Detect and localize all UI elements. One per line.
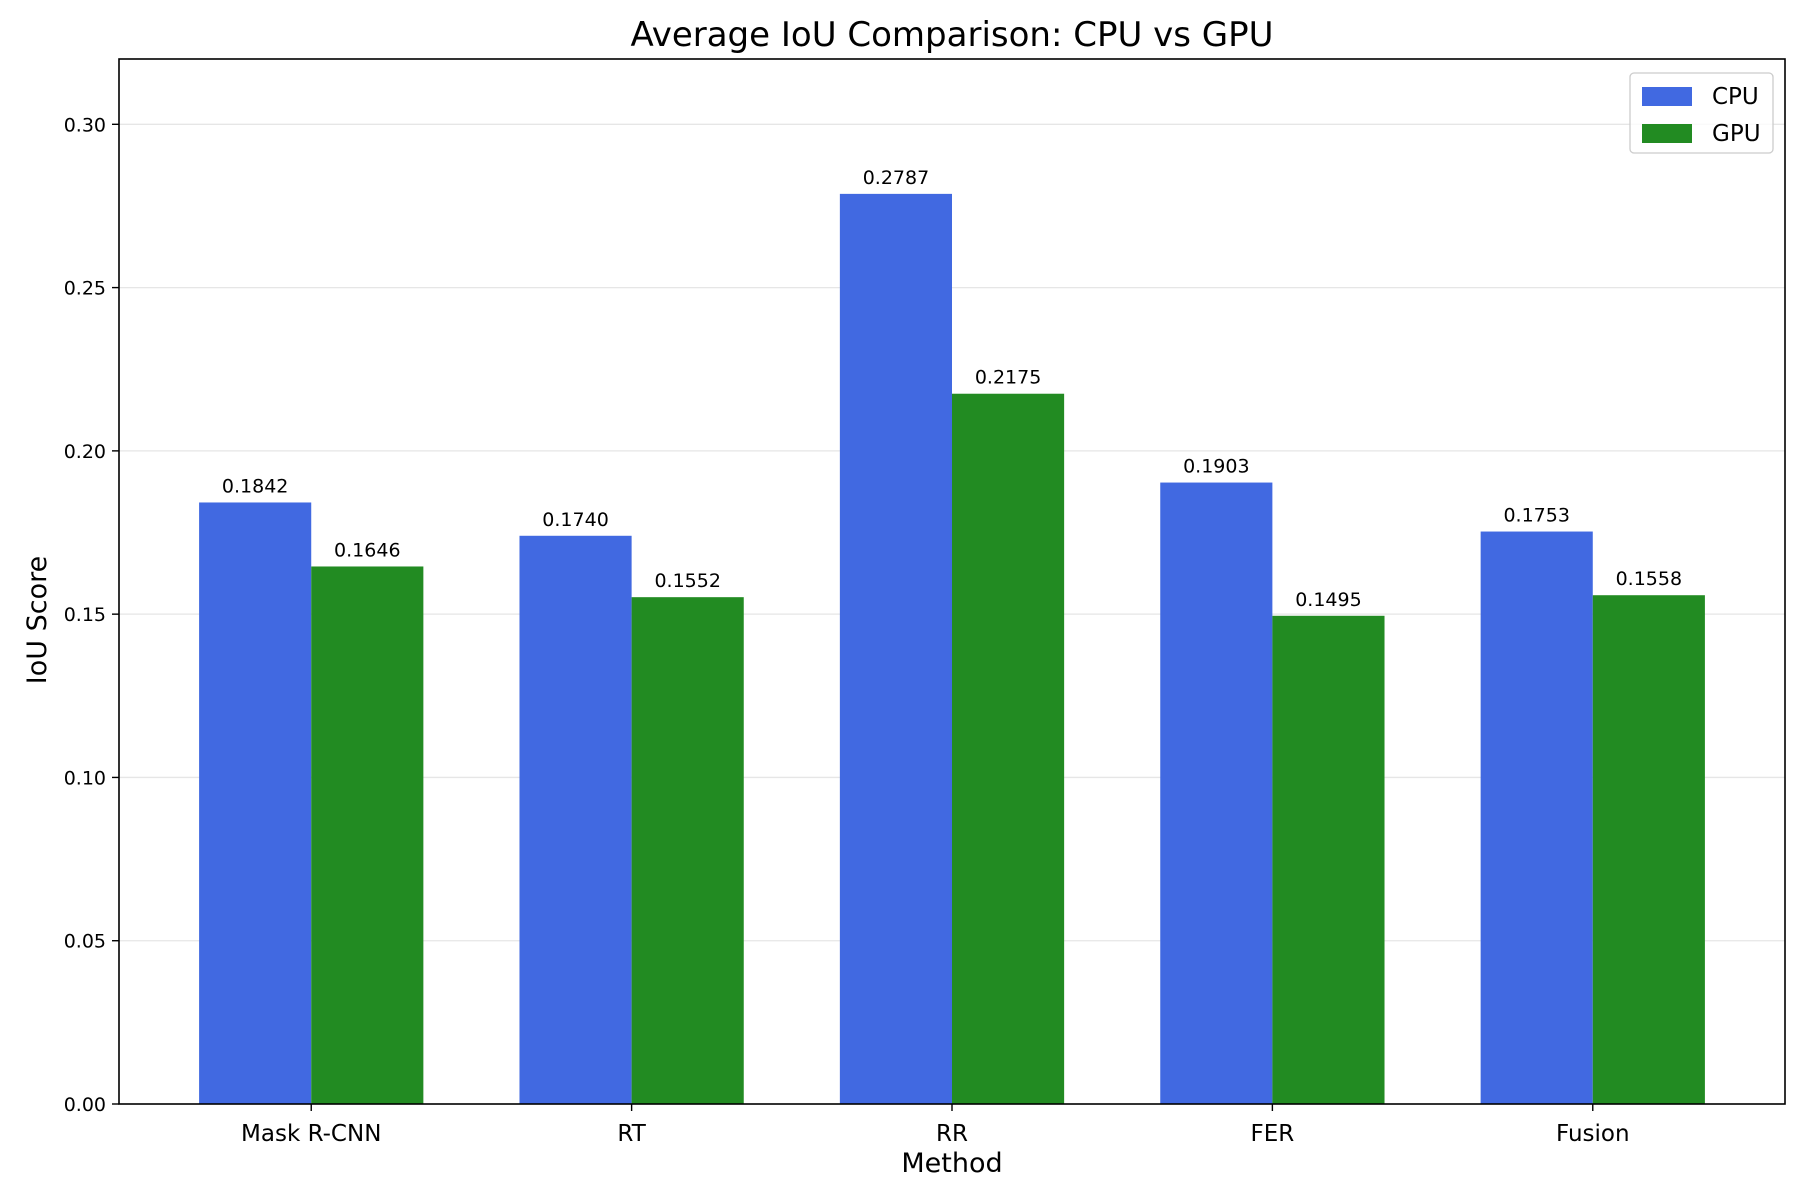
y-tick-label: 0.10 [64,767,106,789]
legend-swatch-cpu [1642,87,1692,106]
data-labels: 0.1842 0.1646 0.1740 0.1552 0.2787 0.2175 0.19… [222,167,1682,611]
y-tick-label: 0.25 [64,278,106,300]
x-tick-label: RR [936,1121,968,1147]
bar-gpu [311,566,424,1104]
legend-label-cpu: CPU [1712,84,1759,110]
bar-cpu [1480,531,1593,1104]
data-label-cpu: 0.1753 [1503,505,1569,527]
bar-gpu [1592,595,1705,1104]
x-axis-label: Method [901,1148,1002,1179]
data-label-gpu: 0.1558 [1616,568,1682,590]
data-label-cpu: 0.2787 [863,167,929,189]
data-label-gpu: 0.1552 [654,570,720,592]
bar-cpu [199,502,312,1104]
legend-label-gpu: GPU [1712,121,1761,147]
data-label-cpu: 0.1903 [1183,456,1249,478]
data-label-gpu: 0.1646 [334,539,400,561]
legend-swatch-gpu [1642,124,1692,143]
bar-gpu [1272,615,1385,1104]
y-tick-label: 0.05 [64,931,106,953]
y-tick-label: 0.15 [64,604,106,626]
data-label-gpu: 0.2175 [975,367,1041,389]
x-tick-label: FER [1251,1121,1295,1147]
y-axis-label: IoU Score [22,556,53,684]
y-tick-label: 0.20 [64,441,106,463]
chart-title: Average IoU Comparison: CPU vs GPU [630,15,1273,55]
y-tick-label: 0.30 [64,114,106,136]
x-tick-label: Mask R-CNN [241,1121,381,1147]
data-label-gpu: 0.1495 [1295,589,1361,611]
bar-cpu [1160,482,1273,1104]
plot-frame [118,58,1786,1105]
x-tick-label: Fusion [1556,1121,1630,1147]
bar-cpu [839,193,952,1105]
bar-gpu [952,393,1065,1104]
bar-gpu [631,597,744,1104]
x-tick-label: RT [617,1121,646,1147]
legend: CPU GPU [1629,72,1774,154]
axes: 0.00 0.05 0.10 0.15 0.20 0.25 0.30 Mask R-CNN RT… [64,58,1786,1147]
data-label-cpu: 0.1740 [542,509,608,531]
y-tick-label: 0.00 [64,1094,106,1116]
data-label-cpu: 0.1842 [222,475,288,497]
bar-cpu [519,535,632,1104]
bars [199,193,1705,1105]
